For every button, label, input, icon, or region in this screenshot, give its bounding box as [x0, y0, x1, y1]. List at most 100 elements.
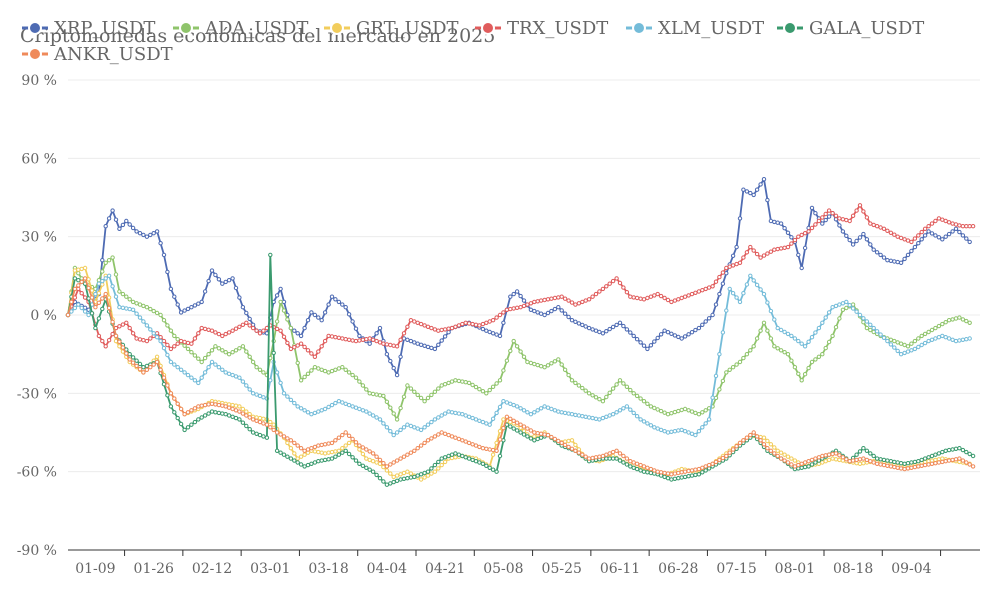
legend[interactable]: XRP_USDT ADA_USDT GRT_USDT TRX_USDT XLM_USDT… [22, 18, 924, 65]
data-point [823, 345, 828, 351]
data-point [658, 293, 664, 299]
data-point [950, 457, 955, 463]
data-point [532, 430, 537, 435]
data-point [614, 382, 619, 387]
legend-item-xrp-usdt[interactable]: XRP_USDT [22, 18, 155, 39]
data-point [250, 430, 256, 435]
data-point [645, 465, 650, 470]
legend-label: GALA_USDT [809, 18, 924, 39]
data-point [288, 346, 294, 352]
data-point [172, 362, 177, 367]
data-point [799, 341, 804, 346]
data-point [490, 467, 496, 472]
data-point [826, 214, 832, 219]
data-point [813, 456, 818, 461]
data-point [628, 387, 633, 393]
data-point [535, 299, 540, 304]
data-point [384, 468, 390, 473]
data-point [209, 359, 215, 365]
data-point [154, 310, 160, 316]
legend-item-grt-usdt[interactable]: GRT_USDT [324, 18, 459, 39]
data-point [456, 411, 462, 416]
data-point [312, 444, 318, 450]
data-point [151, 331, 156, 336]
data-point [713, 459, 719, 465]
data-point [525, 410, 530, 415]
data-point [868, 322, 873, 327]
data-point [436, 466, 441, 471]
data-point [103, 260, 108, 265]
data-point [322, 451, 328, 456]
data-point [768, 442, 774, 447]
data-point [586, 456, 592, 461]
data-point [357, 338, 362, 343]
data-point [463, 380, 468, 385]
data-point [528, 436, 534, 441]
data-point [206, 278, 211, 284]
data-point [453, 324, 458, 329]
data-point [346, 312, 352, 317]
data-point [713, 279, 719, 284]
data-point [682, 334, 688, 339]
data-point [398, 472, 403, 477]
data-point [360, 408, 366, 413]
data-point [648, 294, 654, 299]
data-point [82, 276, 88, 281]
data-point [254, 365, 259, 370]
legend-item-ada-usdt[interactable]: ADA_USDT [173, 18, 308, 39]
data-point [343, 443, 348, 448]
data-point [761, 442, 767, 447]
legend-item-trx-usdt[interactable]: TRX_USDT [475, 18, 608, 39]
data-point [216, 346, 222, 351]
data-point [669, 331, 674, 336]
data-point [504, 414, 510, 419]
data-point [844, 299, 849, 305]
data-point [261, 421, 266, 426]
data-point [946, 220, 952, 225]
data-point [408, 386, 414, 391]
data-point [741, 291, 746, 296]
data-point [463, 320, 468, 325]
data-point [439, 338, 444, 343]
data-point [871, 329, 876, 335]
data-point [676, 334, 681, 340]
data-point [652, 425, 657, 430]
data-point [854, 238, 859, 244]
data-point [799, 232, 804, 238]
data-point [885, 258, 890, 263]
legend-item-gala-usdt[interactable]: GALA_USDT [777, 18, 924, 39]
data-point [100, 338, 105, 344]
data-point [189, 305, 194, 310]
data-point [775, 325, 780, 331]
data-point [477, 387, 482, 392]
data-point [220, 281, 225, 286]
data-point [621, 406, 626, 411]
data-point [261, 434, 266, 439]
data-point [240, 406, 246, 412]
data-point [720, 378, 726, 384]
data-point [960, 317, 966, 322]
data-point [250, 325, 256, 331]
data-point [463, 455, 468, 460]
data-point [292, 440, 297, 446]
series-ada-usdt [65, 255, 972, 422]
data-point [223, 404, 228, 409]
data-point [86, 277, 91, 282]
data-point [662, 295, 667, 301]
data-point [422, 399, 427, 404]
data-point [340, 400, 345, 405]
data-point [741, 438, 746, 443]
data-point [178, 367, 184, 372]
data-point [652, 405, 657, 411]
data-point [453, 451, 458, 456]
data-point [929, 461, 935, 466]
data-point [727, 286, 732, 292]
data-point [113, 294, 119, 299]
legend-item-xlm-usdt[interactable]: XLM_USDT [626, 18, 764, 39]
data-point [772, 451, 777, 456]
data-point [295, 456, 300, 461]
data-point [909, 239, 914, 245]
data-point [806, 229, 811, 234]
legend-item-ankr-usdt[interactable]: ANKR_USDT [22, 44, 173, 65]
data-point [960, 447, 966, 453]
